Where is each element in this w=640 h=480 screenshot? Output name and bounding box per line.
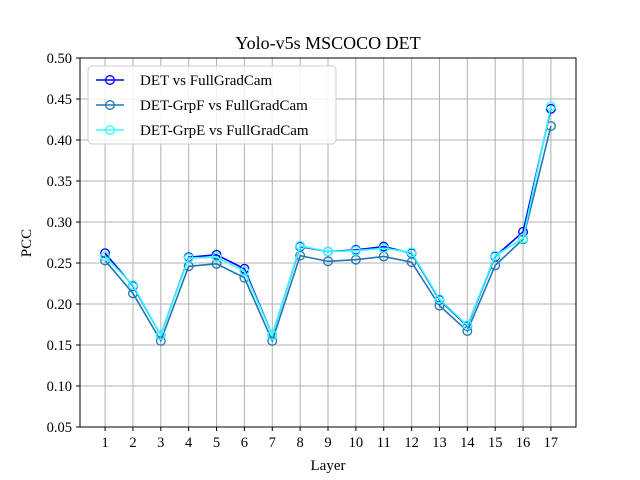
legend-label: DET-GrpE vs FullGradCam [140, 123, 309, 139]
legend-item: DET vs FullGradCam [96, 73, 273, 89]
x-tick-label: 15 [488, 435, 503, 451]
data-point [239, 272, 250, 283]
x-tick-label: 17 [544, 435, 559, 451]
data-point [183, 253, 194, 264]
data-point [211, 258, 222, 269]
x-tick-label: 8 [297, 435, 304, 451]
x-tick-label: 10 [349, 435, 364, 451]
tick-labels: 1 2 3 4 5 6 7 8 9 10 11 12 13 14 15 16 170.050.100.150.2… [47, 51, 559, 451]
x-tick-label: 13 [432, 435, 447, 451]
series-line [104, 125, 552, 344]
data-point [155, 330, 166, 341]
data-point [406, 257, 417, 268]
y-tick-label: 0.40 [47, 133, 72, 149]
legend-label: DET-GrpF vs FullGradCam [140, 98, 308, 114]
x-tick-label: 7 [269, 435, 276, 451]
y-tick-label: 0.45 [47, 92, 72, 108]
x-tick-label: 4 [185, 435, 193, 451]
data-point [462, 326, 473, 337]
data-point [518, 233, 529, 244]
y-tick-label: 0.15 [47, 338, 72, 354]
data-point [434, 294, 445, 305]
x-tick-label: 11 [377, 435, 391, 451]
y-tick-label: 0.20 [47, 297, 72, 313]
x-tick-label: 14 [460, 435, 475, 451]
data-point [545, 101, 556, 112]
legend-item: DET-GrpE vs FullGradCam [96, 123, 309, 139]
x-axis-label: Layer [311, 458, 346, 474]
data-point [462, 320, 473, 331]
x-tick-label: 1 [101, 435, 108, 451]
data-point [323, 246, 333, 257]
chart-title: Yolo-v5s MSCOCO DET [235, 33, 420, 53]
x-tick-label: 6 [241, 435, 248, 451]
data-point [323, 256, 333, 267]
y-tick-label: 0.35 [47, 174, 72, 190]
x-tick-label: 16 [516, 435, 531, 451]
legend-swatch-marker [105, 100, 115, 110]
legend-label: DET vs FullGradCam [140, 73, 273, 89]
x-tick-label: 9 [324, 435, 331, 451]
data-point [545, 103, 556, 114]
y-axis-label: PCC [19, 229, 35, 257]
data-point [295, 250, 306, 261]
y-tick-label: 0.30 [47, 215, 72, 231]
x-tick-label: 12 [404, 435, 419, 451]
legend-swatch-marker [105, 75, 115, 85]
data-point [490, 250, 501, 261]
legend-item: DET-GrpF vs FullGradCam [96, 98, 308, 114]
data-point [406, 247, 417, 258]
data-point [239, 266, 250, 277]
data-point [378, 243, 389, 254]
legend-box [87, 65, 337, 145]
data-point [295, 240, 306, 251]
y-tick-label: 0.10 [47, 379, 72, 395]
y-tick-label: 0.05 [47, 420, 72, 436]
legend: DET vs FullGradCam DET-GrpF vs FullGradCa… [87, 65, 337, 145]
x-tick-label: 3 [157, 435, 164, 451]
data-point [127, 280, 138, 291]
y-tick-label: 0.25 [47, 256, 72, 272]
data-point [100, 251, 111, 262]
series-line [104, 106, 552, 338]
x-tick-label: 2 [129, 435, 136, 451]
data-point [434, 300, 445, 311]
data-point [211, 252, 222, 263]
legend-swatch-marker [105, 125, 115, 135]
x-tick-label: 5 [213, 435, 220, 451]
series-3 [100, 101, 556, 341]
y-tick-label: 0.50 [47, 51, 72, 67]
series-layer [100, 101, 556, 346]
data-point [267, 330, 278, 341]
data-point [350, 245, 361, 256]
